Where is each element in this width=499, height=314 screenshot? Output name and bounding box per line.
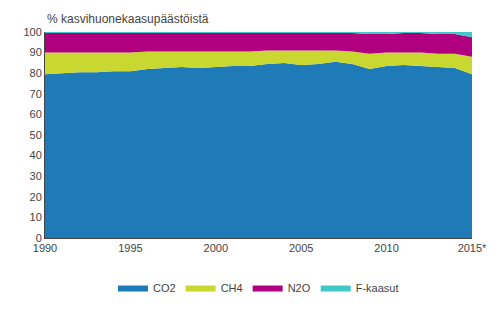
svg-text:% kasvihuonekaasupäästöistä: % kasvihuonekaasupäästöistä — [47, 12, 209, 26]
svg-text:F-kaasut: F-kaasut — [356, 282, 399, 294]
svg-text:100: 100 — [23, 26, 41, 38]
svg-text:40: 40 — [30, 149, 42, 161]
svg-text:1990: 1990 — [33, 242, 57, 254]
svg-text:20: 20 — [30, 191, 42, 203]
svg-text:2005: 2005 — [289, 242, 313, 254]
svg-text:2000: 2000 — [204, 242, 228, 254]
svg-text:30: 30 — [30, 170, 42, 182]
svg-text:2010: 2010 — [374, 242, 398, 254]
svg-text:10: 10 — [30, 211, 42, 223]
svg-text:50: 50 — [30, 129, 42, 141]
svg-text:N2O: N2O — [288, 282, 311, 294]
svg-text:60: 60 — [30, 108, 42, 120]
svg-text:70: 70 — [30, 88, 42, 100]
svg-text:2015*: 2015* — [458, 242, 487, 254]
svg-text:1995: 1995 — [118, 242, 142, 254]
svg-text:90: 90 — [30, 46, 42, 58]
svg-text:0: 0 — [36, 232, 42, 244]
svg-text:80: 80 — [30, 67, 42, 79]
svg-text:CH4: CH4 — [221, 282, 243, 294]
svg-text:CO2: CO2 — [153, 282, 176, 294]
